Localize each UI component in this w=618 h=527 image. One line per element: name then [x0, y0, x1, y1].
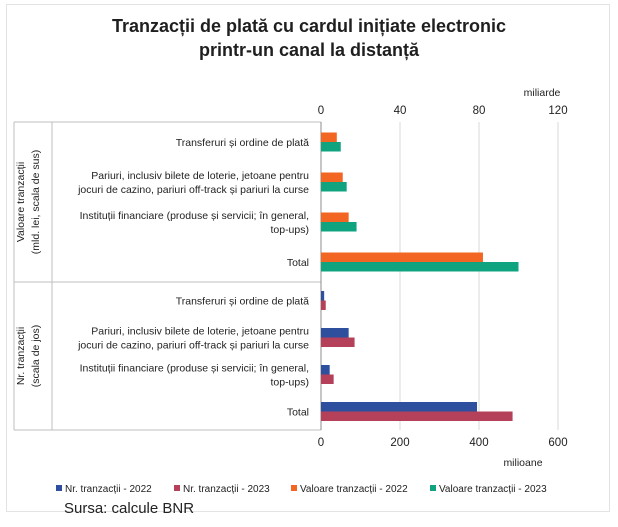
- category-label: jocuri de cazino, pariuri off-track și p…: [77, 340, 309, 352]
- category-label: Transferuri și ordine de plată: [176, 137, 309, 149]
- bar: [321, 337, 355, 347]
- category-label: Instituții financiare (produse și servic…: [80, 210, 309, 222]
- top-tick-label: 80: [473, 105, 486, 117]
- bar: [321, 212, 349, 222]
- chart-title-line2: printr-un canal la distanță: [198, 40, 420, 60]
- top-tick-label: 120: [548, 105, 567, 117]
- bar: [321, 411, 513, 421]
- chart-title-line1: Tranzacții de plată cu cardul inițiate e…: [111, 16, 507, 36]
- bottom-tick-label: 600: [548, 437, 567, 449]
- legend-swatch: [174, 485, 180, 491]
- category-label: Total: [287, 407, 309, 419]
- bar: [321, 262, 519, 272]
- category-label: jocuri de cazino, pariuri off-track și p…: [77, 184, 309, 196]
- top-axis-unit: miliarde: [524, 87, 561, 99]
- bar: [321, 182, 347, 192]
- group-label-line2: (scala de jos): [30, 325, 42, 387]
- bar: [321, 142, 341, 152]
- legend-label: Valoare tranzacții - 2022: [300, 484, 408, 495]
- bar: [321, 328, 349, 338]
- bottom-axis-unit: milioane: [503, 457, 542, 469]
- bar: [321, 365, 330, 375]
- category-label: Instituții financiare (produse și servic…: [80, 363, 309, 375]
- bar: [321, 222, 357, 232]
- category-label: top-ups): [270, 224, 309, 236]
- bar: [321, 402, 478, 412]
- bar: [321, 172, 343, 182]
- legend-swatch: [291, 485, 297, 491]
- group-label-line2: (mld. lei, scala de sus): [30, 150, 42, 254]
- bar: [321, 300, 326, 310]
- category-label: Pariuri, inclusiv bilete de loterie, jet…: [91, 326, 309, 338]
- bottom-tick-label: 400: [469, 437, 488, 449]
- top-tick-label: 40: [394, 105, 407, 117]
- category-label: Transferuri și ordine de plată: [176, 296, 309, 308]
- bar: [321, 374, 334, 384]
- category-label: Total: [287, 257, 309, 269]
- legend-label: Valoare tranzacții - 2023: [439, 484, 547, 495]
- group-label-line1: Valoare tranzacții: [15, 162, 27, 242]
- category-label: Pariuri, inclusiv bilete de loterie, jet…: [91, 170, 309, 182]
- source-note: Sursa: calcule BNR: [64, 500, 195, 517]
- chart-title: Tranzacții de plată cu cardul inițiate e…: [0, 14, 618, 62]
- group-label-line1: Nr. tranzacții: [15, 327, 27, 385]
- top-tick-label: 0: [318, 105, 324, 117]
- legend-label: Nr. tranzacții - 2022: [65, 484, 152, 495]
- bar: [321, 252, 483, 262]
- bottom-tick-label: 200: [390, 437, 409, 449]
- legend-label: Nr. tranzacții - 2023: [183, 484, 270, 495]
- legend-swatch: [56, 485, 62, 491]
- bar: [321, 132, 337, 142]
- bottom-tick-label: 0: [318, 437, 324, 449]
- bar: [321, 291, 325, 301]
- category-label: top-ups): [270, 377, 309, 389]
- chart-frame: [6, 4, 610, 512]
- legend-swatch: [430, 485, 436, 491]
